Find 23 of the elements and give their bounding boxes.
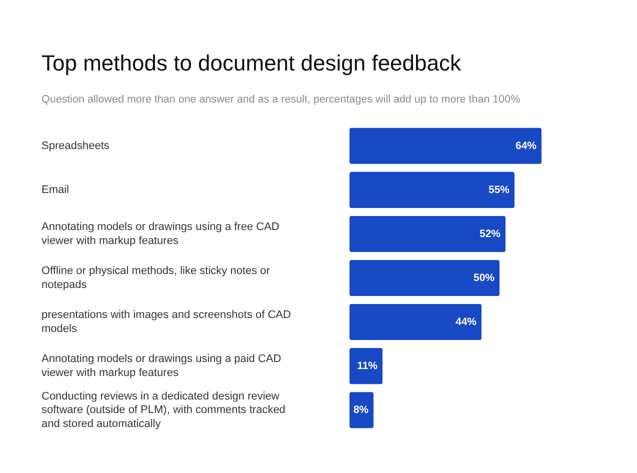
y-tick-label: Email <box>42 184 70 196</box>
data-label: 55% <box>488 184 510 196</box>
y-tick-label: Offline or physical methods, like sticky notes or notepads <box>42 265 270 291</box>
chart-subtitle: Question allowed more than one answer and as a result, percentages will add up to more than 100% <box>42 94 521 106</box>
chart-title: Top methods to document design feedback <box>42 50 462 76</box>
bar <box>350 348 382 384</box>
data-label: 52% <box>479 228 502 240</box>
bar <box>350 304 482 340</box>
data-label: 50% <box>473 272 496 284</box>
y-tick-label: Spreadsheets <box>42 140 110 152</box>
data-label: 11% <box>357 360 378 372</box>
y-tick-label: presentations with images and screenshots of CAD models <box>42 309 292 335</box>
y-tick-label: Annotating models or drawings using a paid CAD viewer with markup features <box>42 353 282 379</box>
data-label: 64% <box>515 140 538 152</box>
bar <box>350 260 500 296</box>
data-label: 44% <box>455 316 478 328</box>
bar <box>350 128 542 164</box>
y-tick-label: Annotating models or drawings using a free CAD viewer with markup features <box>42 221 280 247</box>
bar <box>350 172 514 208</box>
data-label: 8% <box>353 404 370 416</box>
y-tick-label: Conducting reviews in a dedicated design review software (outside of PLM), with comments tracked and stored automatically <box>42 390 286 430</box>
bar <box>350 392 374 428</box>
bar <box>350 216 506 252</box>
